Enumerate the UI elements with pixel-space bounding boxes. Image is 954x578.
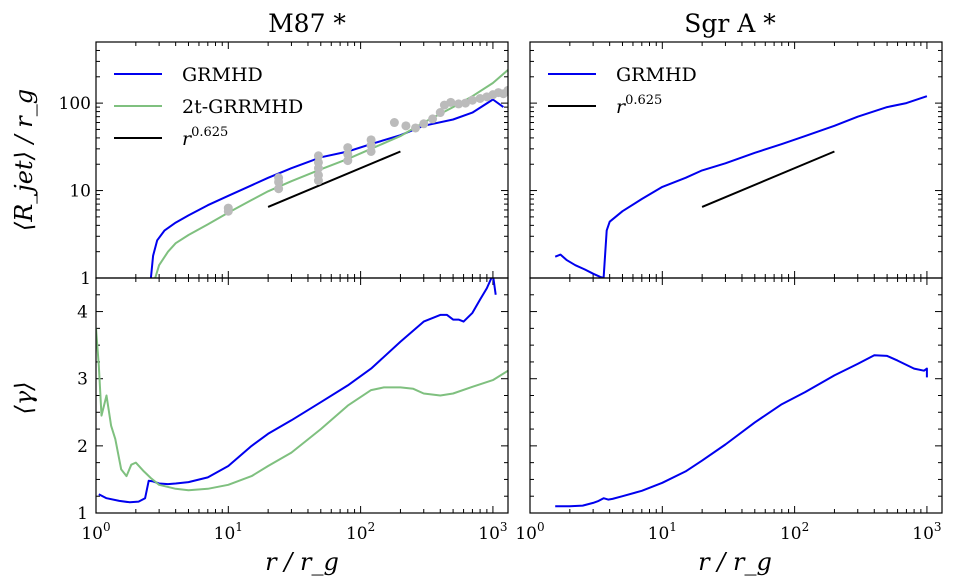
y-tick-label: 1	[80, 269, 91, 289]
series-powerlaw	[267, 150, 401, 208]
legend-label-powerlaw: r0.625	[616, 93, 662, 118]
ylabel-gamma: ⟨γ⟩	[10, 381, 38, 414]
plot-area	[149, 69, 508, 278]
panel-sgra-rjet: GRMHD r0.625	[529, 41, 943, 279]
observed-point	[401, 121, 411, 131]
x-tick-label: 100	[515, 520, 544, 544]
panel-sgra-gamma: 100 101 102 103	[515, 277, 943, 544]
observed-point	[343, 149, 353, 159]
observed-point	[419, 119, 429, 129]
x-tick-label: 101	[648, 520, 677, 544]
observed-point	[411, 123, 421, 133]
plot-area	[555, 354, 928, 508]
y-tick-label: 2	[77, 437, 88, 457]
series-grmhd	[554, 95, 928, 278]
observed-point	[446, 97, 456, 107]
observed-point	[313, 157, 323, 167]
panel-m87-gamma: 100 101 102 103 1 2 3 4	[77, 277, 509, 544]
observed-point	[343, 156, 353, 166]
xlabel-right: r / r_g	[698, 548, 772, 576]
observed-point	[435, 108, 445, 118]
axes-frame	[529, 277, 943, 514]
legend-label-two_t: 2t-GRRMHD	[182, 96, 303, 118]
observed-point	[460, 98, 470, 108]
series-grmhd	[149, 98, 504, 278]
y-tick-label: 4	[77, 303, 88, 323]
plot-area	[96, 278, 508, 504]
legend-label-grmhd: GRMHD	[616, 64, 697, 86]
axes-frame	[95, 41, 509, 279]
x-tick-label: 103	[478, 520, 507, 544]
observed-point	[389, 118, 399, 128]
observed-point	[274, 184, 284, 194]
x-tick-label: 101	[214, 520, 243, 544]
y-tick-label: 1	[77, 504, 88, 524]
panel-m87-rjet: 1 10 100 GRMHD 2t-GRRMHD r0.625	[59, 41, 509, 289]
x-tick-label: 102	[780, 520, 809, 544]
title-sgra: Sgr A *	[684, 9, 776, 38]
legend-label-grmhd: GRMHD	[182, 64, 263, 86]
observed-point	[454, 99, 464, 109]
series-powerlaw	[701, 150, 835, 208]
x-tick-label: 100	[81, 520, 110, 544]
y-tick-label: 10	[69, 182, 91, 202]
series-two_t	[154, 69, 508, 278]
observed-point	[467, 95, 477, 105]
series-grmhd	[98, 278, 497, 504]
title-m87: M87 *	[268, 9, 346, 38]
observed-point	[274, 173, 284, 183]
x-tick-label: 103	[912, 520, 941, 544]
observed-point	[223, 203, 233, 213]
x-tick-label: 102	[346, 520, 375, 544]
observed-point	[475, 93, 485, 103]
observed-point	[366, 135, 376, 145]
observed-point	[428, 114, 438, 124]
observed-point	[313, 170, 323, 180]
series-grmhd	[555, 354, 928, 508]
series-two_t	[96, 328, 508, 492]
observed-point	[366, 146, 376, 156]
observed-point	[343, 143, 353, 153]
legend-label-powerlaw: r0.625	[182, 125, 228, 150]
y-tick-label: 100	[59, 94, 91, 114]
axes-frame	[95, 277, 509, 514]
y-tick-label: 3	[77, 370, 88, 390]
observed-point	[503, 85, 508, 95]
ylabel-rjet: ⟨R_jet⟩ / r_g	[10, 89, 38, 231]
observed-point	[313, 151, 323, 161]
plot-area	[554, 95, 928, 278]
xlabel-left: r / r_g	[265, 548, 339, 576]
